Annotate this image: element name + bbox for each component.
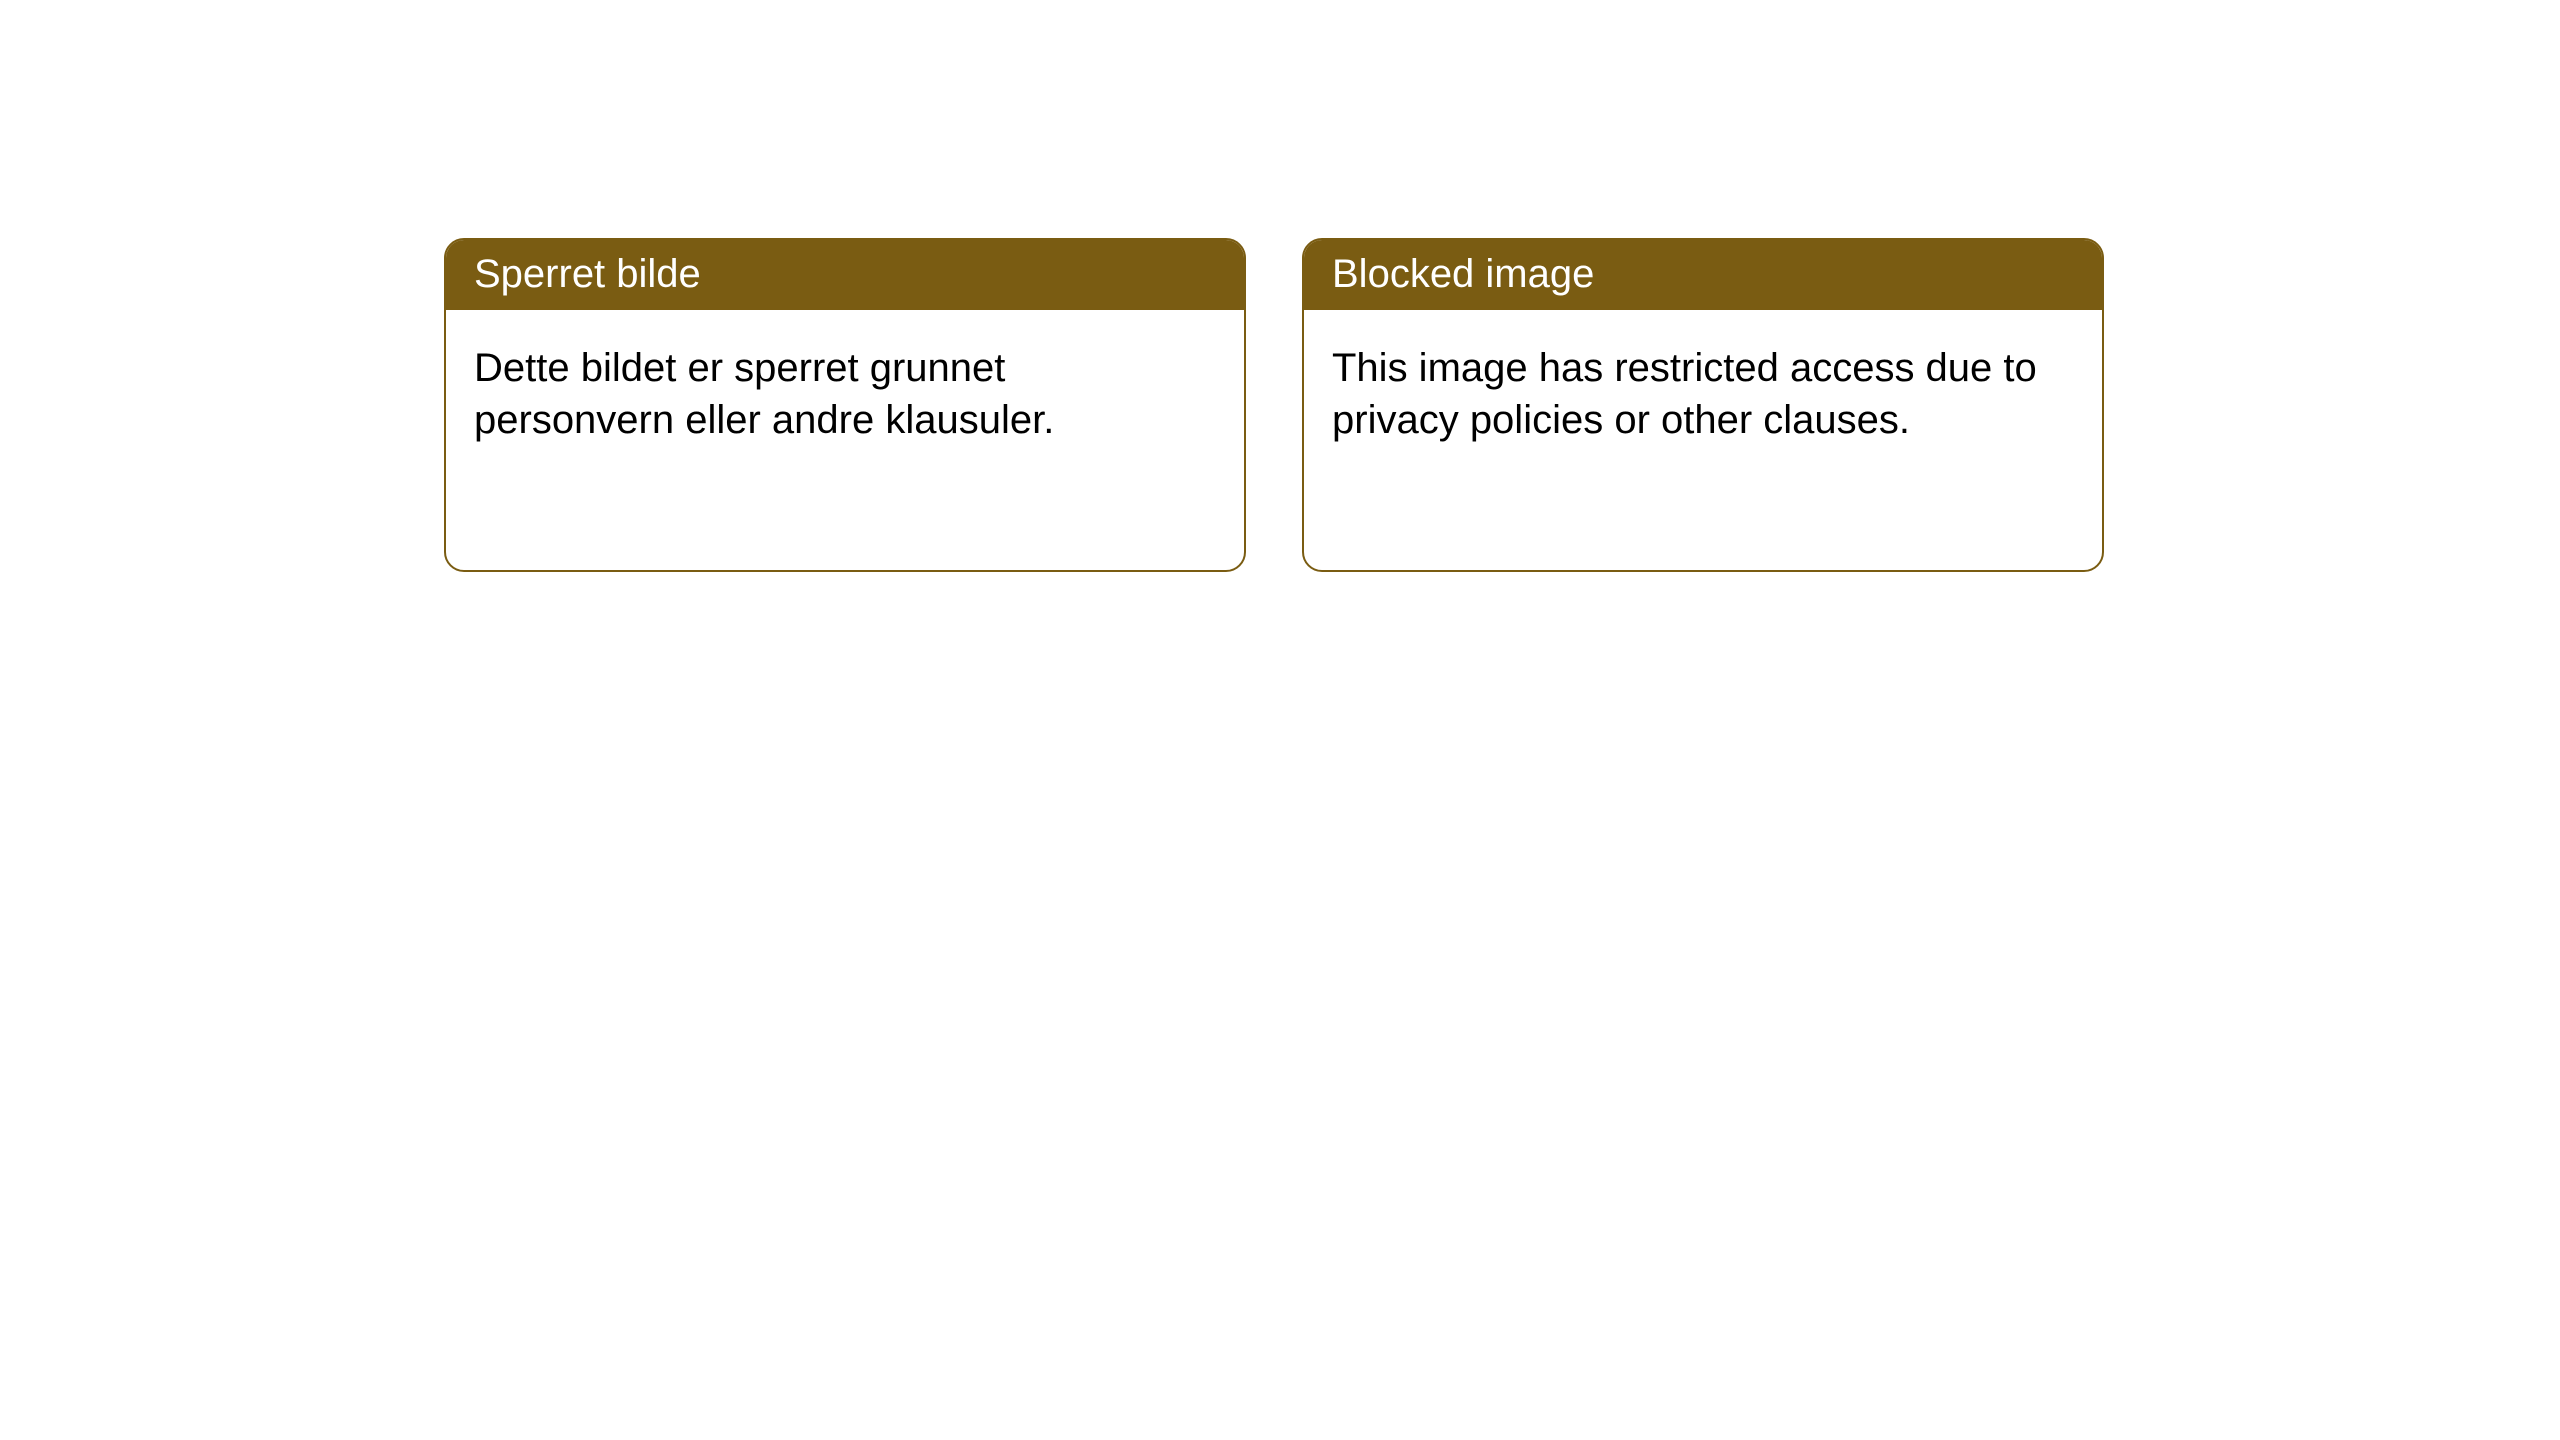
notice-body-english: This image has restricted access due to … [1304, 310, 2102, 478]
notice-card-norwegian: Sperret bilde Dette bildet er sperret gr… [444, 238, 1246, 572]
notice-header-norwegian: Sperret bilde [446, 240, 1244, 310]
notice-header-english: Blocked image [1304, 240, 2102, 310]
notice-body-norwegian: Dette bildet er sperret grunnet personve… [446, 310, 1244, 478]
notice-card-english: Blocked image This image has restricted … [1302, 238, 2104, 572]
notice-container: Sperret bilde Dette bildet er sperret gr… [444, 238, 2104, 572]
